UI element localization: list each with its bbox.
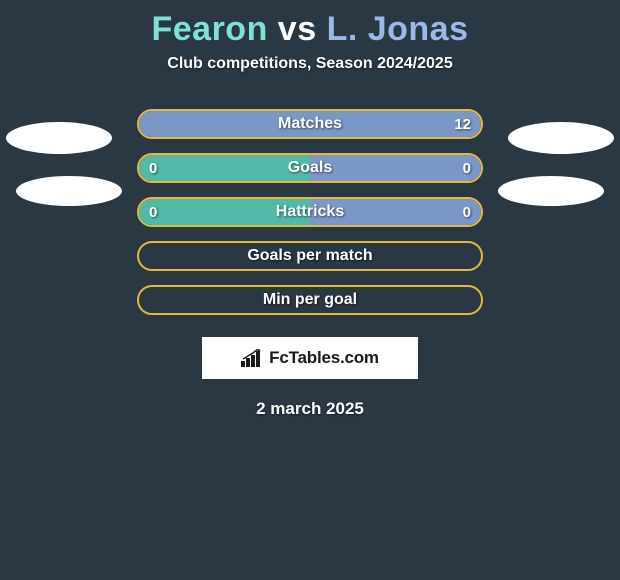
player1-name: Fearon	[151, 10, 267, 48]
right-value: 12	[444, 111, 481, 137]
left-value: 0	[139, 155, 167, 181]
date-text: 2 march 2025	[0, 399, 620, 419]
source-text: FcTables.com	[269, 348, 379, 368]
right-fill	[139, 111, 481, 137]
left-value	[139, 243, 159, 269]
player2-name: L. Jonas	[327, 10, 469, 48]
player2-avatar-bottom	[498, 176, 604, 206]
right-value: 0	[453, 155, 481, 181]
player2-avatar-top	[508, 122, 614, 154]
stat-row: 00Hattricks	[137, 197, 483, 227]
stat-row: 12Matches	[137, 109, 483, 139]
stat-label: Goals per match	[139, 243, 481, 269]
stat-row: Goals per match	[137, 241, 483, 271]
chart-icon	[241, 349, 263, 367]
player1-avatar-top	[6, 122, 112, 154]
left-value	[139, 111, 159, 137]
left-value: 0	[139, 199, 167, 225]
left-value	[139, 287, 159, 313]
source-badge[interactable]: FcTables.com	[202, 337, 418, 379]
right-value	[461, 243, 481, 269]
right-value: 0	[453, 199, 481, 225]
stat-row: Min per goal	[137, 285, 483, 315]
page-title: Fearon vs L. Jonas	[0, 0, 620, 55]
stat-label: Min per goal	[139, 287, 481, 313]
stat-rows: 12Matches00Goals00HattricksGoals per mat…	[137, 109, 483, 315]
vs-text: vs	[278, 10, 317, 48]
subtitle: Club competitions, Season 2024/2025	[0, 55, 620, 73]
right-value	[461, 287, 481, 313]
stat-row: 00Goals	[137, 153, 483, 183]
player1-avatar-bottom	[16, 176, 122, 206]
comparison-card: Fearon vs L. Jonas Club competitions, Se…	[0, 0, 620, 580]
